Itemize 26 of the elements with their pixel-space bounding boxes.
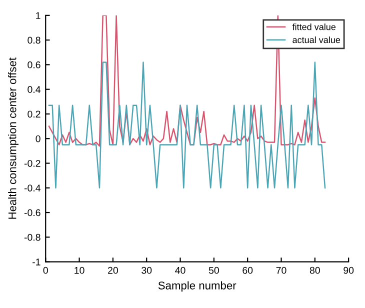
x-tick-label: 40	[175, 266, 186, 274]
y-tick-label: -0.6	[24, 209, 40, 216]
y-tick-label: 0.2	[28, 110, 40, 118]
x-tick-label: 20	[108, 266, 118, 274]
y-tick-label: -1	[32, 258, 40, 266]
x-tick-label: 80	[310, 266, 320, 274]
x-tick-label: 30	[142, 266, 152, 274]
y-tick-label: 0	[36, 135, 40, 142]
y-tick-label: 0.8	[28, 36, 40, 44]
x-axis-title: Sample number	[158, 281, 236, 292]
y-tick-label: 0.4	[28, 86, 40, 93]
x-tick-label: 50	[208, 266, 219, 274]
x-tick-label: 60	[242, 266, 253, 274]
x-tick-label: 90	[344, 266, 354, 274]
legend-label: actual value	[292, 36, 340, 44]
y-tick-label: 0.6	[28, 61, 40, 68]
y-tick-label: -0.2	[24, 160, 40, 167]
y-tick-label: -0.8	[24, 234, 40, 241]
x-tick-label: 10	[74, 266, 84, 274]
legend-label: fitted value	[292, 24, 336, 30]
y-tick-label: 1	[36, 12, 40, 19]
x-tick-label: 70	[276, 266, 286, 274]
y-axis-title: Health consumption center offset	[8, 58, 18, 219]
line-series	[48, 62, 326, 189]
y-tick-label: -0.4	[24, 184, 40, 192]
x-tick-label: 0	[43, 266, 48, 274]
